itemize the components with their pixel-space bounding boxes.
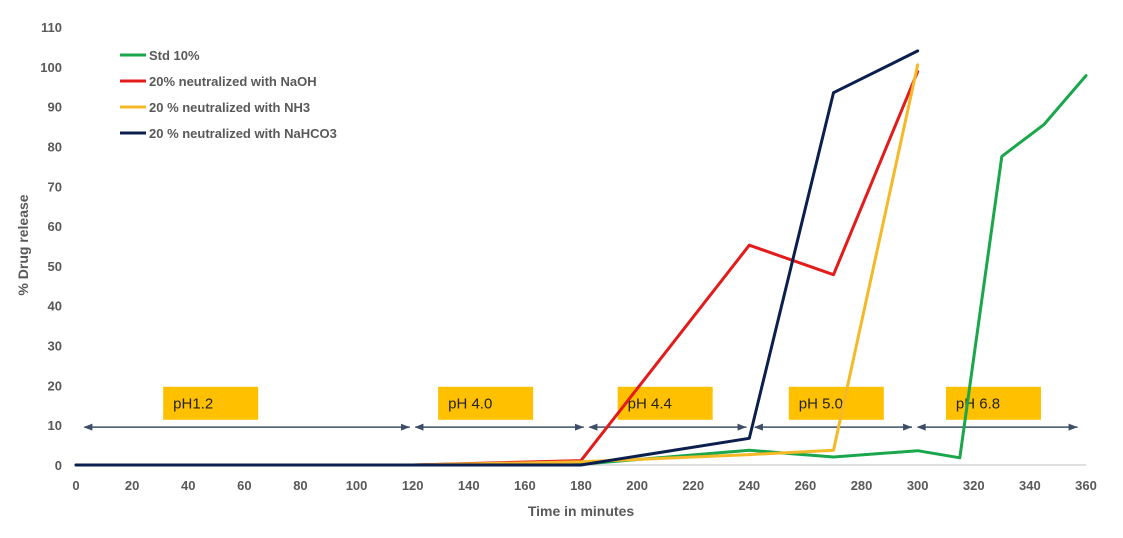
ph-label: pH 6.8 — [956, 395, 1000, 412]
ph-label: pH1.2 — [173, 395, 213, 412]
y-tick-label: 50 — [48, 259, 62, 274]
x-tick-label: 280 — [851, 478, 873, 493]
ph-label-box — [788, 386, 884, 420]
x-tick-label: 80 — [293, 478, 307, 493]
legend-label: Std 10% — [149, 48, 200, 63]
x-tick-label: 60 — [237, 478, 251, 493]
x-tick-label: 200 — [626, 478, 648, 493]
axes: 0 10 20 30 40 50 60 70 80 90 100 110 0 20 40 60 80 100 120… — [40, 20, 1097, 493]
x-tick-label: 20 — [125, 478, 139, 493]
x-axis-title: Time in minutes — [528, 503, 635, 519]
ph-regions: pH1.2 pH 4.0 pH 4.4 pH 5.0 pH 6.8 — [83, 386, 1078, 431]
ph-label-box — [163, 386, 259, 420]
y-tick-label: 20 — [48, 378, 62, 393]
x-tick-label: 360 — [1075, 478, 1097, 493]
x-tick-label: 140 — [458, 478, 480, 493]
y-tick-label: 40 — [48, 299, 62, 314]
x-tick-label: 300 — [907, 478, 929, 493]
y-tick-label: 10 — [48, 418, 62, 433]
y-tick-label: 90 — [48, 100, 62, 115]
y-tick-label: 70 — [48, 179, 62, 194]
x-tick-label: 320 — [963, 478, 985, 493]
x-tick-label: 160 — [514, 478, 536, 493]
y-tick-label: 100 — [40, 60, 62, 75]
x-tick-label: 260 — [795, 478, 817, 493]
y-tick-label: 60 — [48, 219, 62, 234]
ph-label-box — [438, 386, 534, 420]
x-tick-label: 100 — [346, 478, 368, 493]
x-tick-label: 180 — [570, 478, 592, 493]
x-tick-label: 220 — [682, 478, 704, 493]
legend-label: 20 % neutralized with NaHCO3 — [149, 126, 337, 141]
x-tick-label: 340 — [1019, 478, 1041, 493]
y-tick-label: 0 — [55, 458, 62, 473]
y-tick-label: 110 — [41, 20, 62, 35]
x-tick-label: 240 — [738, 478, 760, 493]
x-tick-label: 120 — [402, 478, 424, 493]
ph-label: pH 4.0 — [448, 395, 492, 412]
y-tick-label: 80 — [48, 139, 62, 154]
legend: Std 10% 20% neutralized with NaOH 20 % neu… — [120, 48, 337, 141]
series-line-4 — [74, 49, 920, 467]
ph-label: pH 4.4 — [628, 395, 672, 412]
y-tick-label: 30 — [48, 339, 62, 354]
legend-label: 20 % neutralized with NH3 — [149, 100, 310, 115]
legend-label: 20% neutralized with NaOH — [149, 74, 317, 89]
y-axis-title: % Drug release — [15, 194, 31, 295]
ph-label: pH 5.0 — [799, 395, 843, 412]
ph-label-box — [945, 386, 1041, 420]
x-tick-label: 40 — [181, 478, 195, 493]
series-lines — [74, 49, 1088, 467]
x-tick-label: 0 — [72, 478, 79, 493]
